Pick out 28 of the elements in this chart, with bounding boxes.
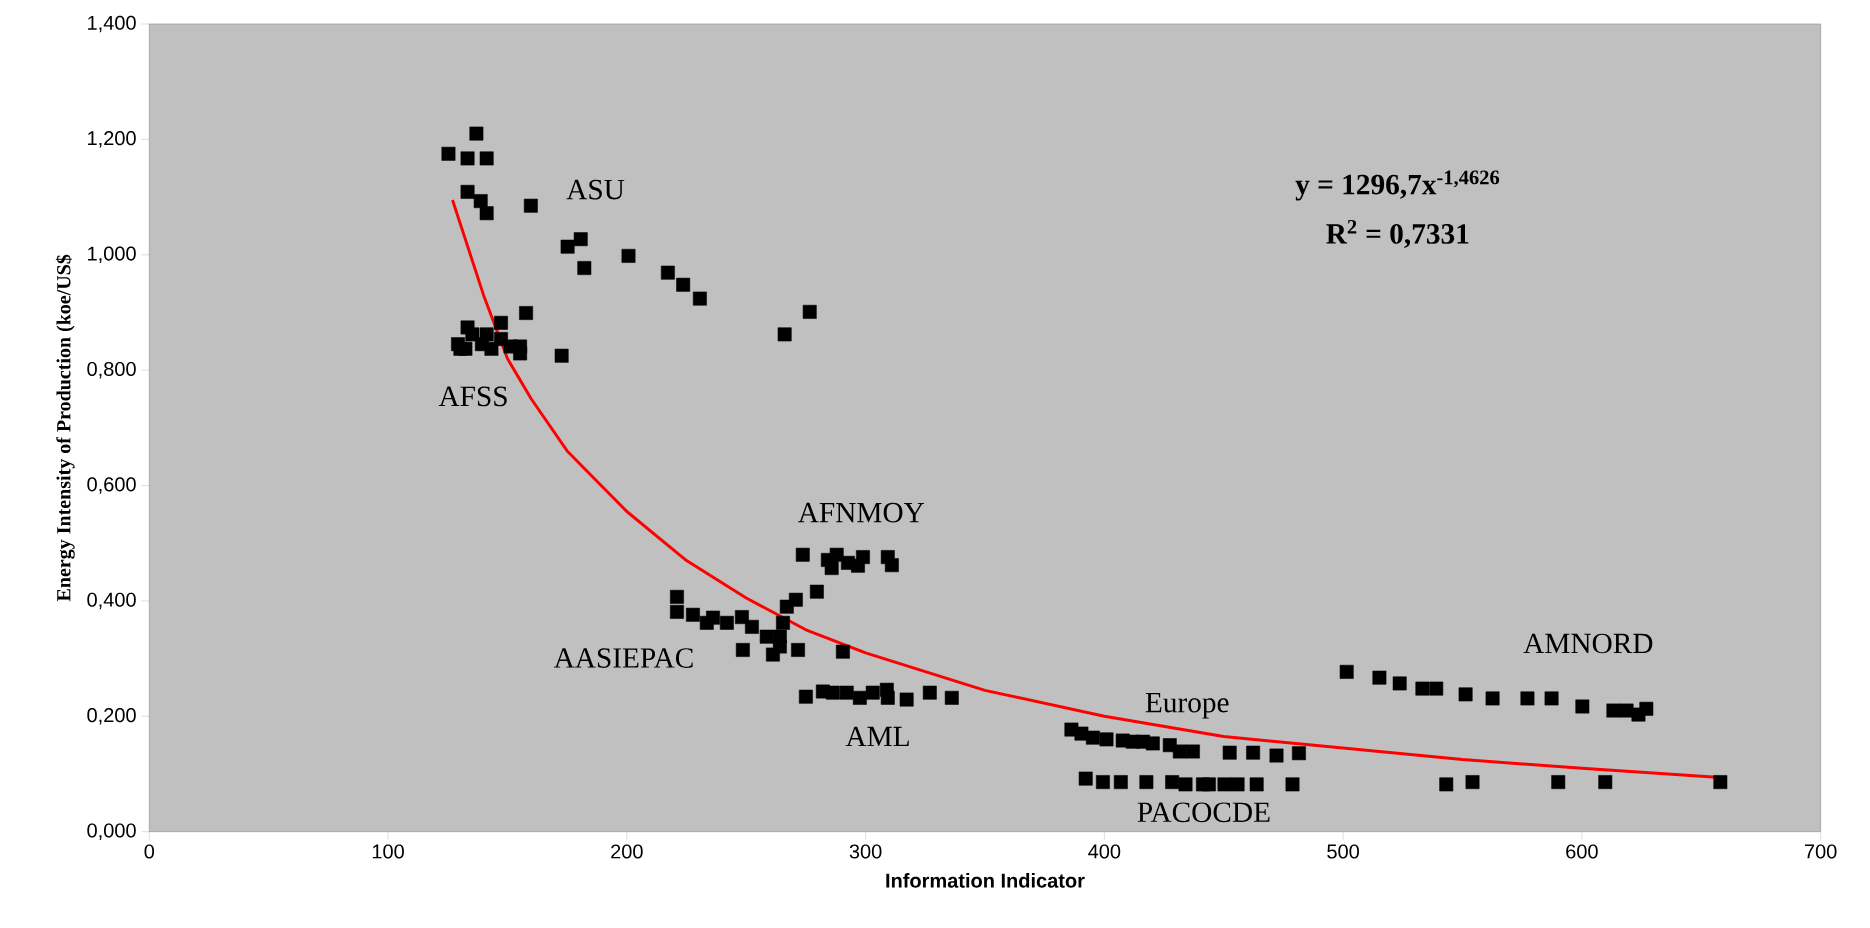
x-tick-label: 500 bbox=[1327, 844, 1359, 859]
y-tick-label: 1,000 bbox=[88, 246, 136, 264]
annotation: R$^{2}$ = 0,7331 bbox=[1326, 220, 1469, 249]
x-tick-label: 0 bbox=[144, 844, 155, 859]
annotation: PACOCDE bbox=[1137, 802, 1270, 823]
y-tick-label: 0,400 bbox=[87, 592, 136, 610]
y-tick-label: 0,600 bbox=[87, 477, 136, 494]
x-tick-label: 200 bbox=[611, 844, 643, 859]
annotation: y = 1296,7x$^{-1,4626}$ bbox=[1295, 170, 1500, 201]
x-tick-label: 400 bbox=[1088, 844, 1121, 859]
annotation: AFSS bbox=[438, 386, 507, 407]
x-tick-label: 700 bbox=[1804, 844, 1837, 859]
annotation: AASIEPAC bbox=[553, 648, 693, 669]
x-tick-label: 600 bbox=[1566, 844, 1598, 859]
annotation: AMNORD bbox=[1523, 633, 1653, 654]
annotation: ASU bbox=[566, 179, 625, 200]
y-axis-title: Energy Intensity of Production (koe/US$ bbox=[55, 254, 75, 602]
y-tick-label: 0,000 bbox=[87, 823, 136, 841]
x-tick-label: 100 bbox=[372, 844, 404, 859]
x-axis-title: Information Indicator bbox=[886, 873, 1085, 888]
y-tick-label: 0,200 bbox=[87, 708, 136, 725]
y-tick-label: 1,200 bbox=[88, 131, 136, 148]
annotation: Europe bbox=[1145, 693, 1229, 719]
y-tick-label: 1,400 bbox=[88, 15, 136, 33]
y-tick-label: 0,800 bbox=[87, 362, 136, 379]
annotation: AML bbox=[845, 726, 909, 747]
annotation: AFNMOY bbox=[798, 502, 925, 523]
x-tick-label: 300 bbox=[849, 844, 882, 859]
